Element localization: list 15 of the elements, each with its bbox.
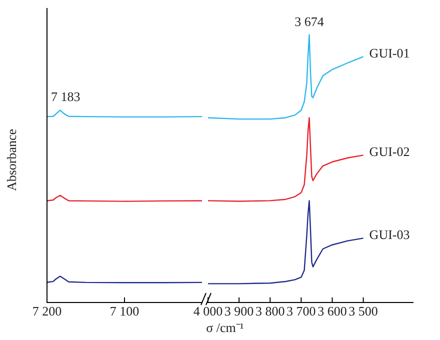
x-tick-label: 4 000	[193, 304, 223, 319]
x-tick-label: 3 600	[318, 304, 347, 319]
series-label: GUI-02	[369, 144, 410, 160]
x-tick-label: 7 100	[110, 304, 140, 319]
x-tick-label: 3 900	[224, 304, 254, 319]
annotation: 7 183	[51, 89, 80, 104]
x-tick-label: 3 700	[286, 304, 316, 319]
x-tick-label: 3 500	[348, 304, 378, 319]
series-label: GUI-03	[369, 227, 410, 242]
series-label: GUI-01	[369, 46, 410, 61]
x-axis-title: σ /cm⁻¹	[206, 319, 244, 336]
x-tick-label: 3 800	[255, 304, 285, 319]
annotation: 3 674	[294, 14, 324, 29]
y-axis-title: Absorbance	[4, 128, 20, 192]
x-tick-label: 7 200	[32, 304, 62, 319]
